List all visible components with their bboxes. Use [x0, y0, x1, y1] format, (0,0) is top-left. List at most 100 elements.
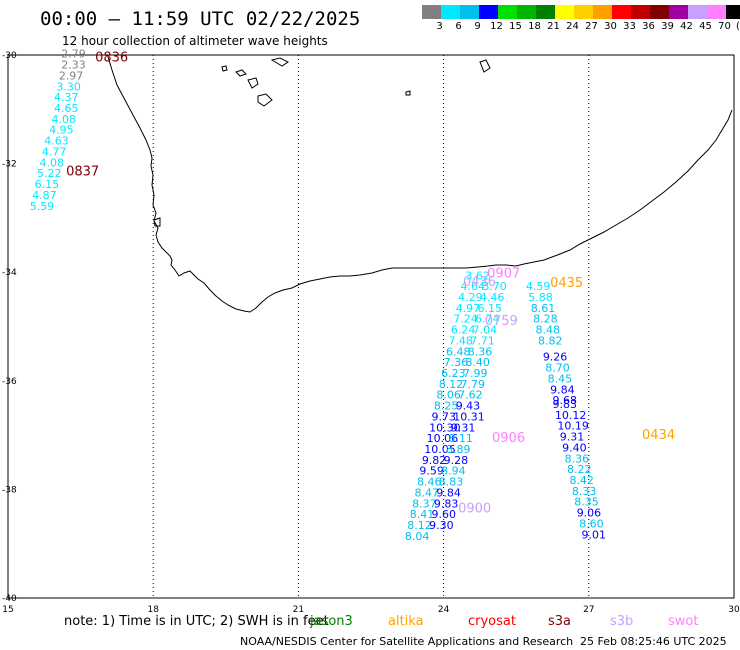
- wave-height-label: 8.70: [545, 362, 570, 375]
- wave-height-label: 7.79: [461, 378, 486, 391]
- track-c: 4.595.888.618.288.488.82 9.268.708.459.84…: [526, 280, 606, 541]
- legend-swatch: [593, 5, 612, 19]
- wave-height-label: 10.31: [453, 410, 485, 423]
- legend-swatch: [650, 5, 669, 19]
- legend-swatch: [517, 5, 536, 19]
- legend-swatch: [498, 5, 517, 19]
- track-b: 3.704.466.156.747.047.718.368.407.997.79…: [429, 280, 507, 532]
- pass-time-label: 0900: [458, 501, 491, 516]
- wave-height-label: 2.97: [59, 69, 84, 82]
- wave-height-label: 9.84: [550, 383, 575, 396]
- wave-height-label: 6.48: [446, 345, 471, 358]
- coastline: [107, 56, 733, 313]
- lat-tick-label: -38: [2, 485, 17, 495]
- wave-height-label: 2.79: [61, 48, 86, 61]
- pass-time-label: 0436: [463, 275, 496, 290]
- pass-time-label: 0907: [487, 266, 520, 281]
- lat-tick-label: -34: [2, 268, 17, 278]
- legend-label: 36: [642, 21, 655, 32]
- axis-ticks: 15 18 21 24 27 30 -30 -32 -34 -36 -38 -40: [2, 51, 740, 615]
- wave-height-label: 4.97: [456, 302, 481, 315]
- wave-height-label: 8.12: [407, 519, 432, 532]
- wave-height-label: 3.30: [56, 80, 81, 93]
- legend-label: 30: [604, 21, 617, 32]
- legend-swatch: [631, 5, 650, 19]
- wave-height-label: 4.46: [480, 291, 505, 304]
- wave-height-label: 5.88: [528, 291, 553, 304]
- map-title: 00:00 – 11:59 UTC 02/22/2025: [40, 8, 360, 30]
- wave-height-label: 2.33: [61, 59, 86, 72]
- track-a: 3.624.644.294.977.246.247.486.487.366.23…: [405, 269, 490, 543]
- wave-height-label: 9.59: [419, 465, 444, 478]
- wave-height-label: 8.46: [417, 476, 442, 489]
- wave-height-label: 4.64: [461, 280, 486, 293]
- wave-height-label: 8.42: [569, 474, 594, 487]
- legend-label: 24: [566, 21, 579, 32]
- pass-time-label: 0434: [642, 428, 675, 443]
- wave-height-label: 4.87: [32, 189, 57, 202]
- wave-height-label: 7.04: [473, 324, 498, 337]
- wave-height-label: 10.30: [429, 421, 461, 434]
- wave-height-label: 4.08: [52, 113, 76, 126]
- wave-height-label: 7.71: [470, 334, 495, 347]
- island-7: [405, 90, 411, 96]
- coastline-main: [107, 56, 733, 313]
- legend-label: 3: [436, 21, 442, 32]
- wave-height-label: 4.08: [39, 156, 64, 169]
- wave-height-label: 9.01: [582, 528, 607, 541]
- footer-credit: NOAA/NESDIS Center for Satellite Applica…: [240, 635, 573, 648]
- wave-height-label: 6.15: [477, 302, 502, 315]
- island-8: [153, 217, 161, 227]
- satellite-s3b: s3b: [610, 614, 633, 629]
- track-west: 2.792.332.973.304.374.654.084.954.634.77…: [30, 48, 86, 213]
- lat-tick-label: -36: [2, 377, 17, 387]
- lat-tick-label: -40: [2, 594, 17, 604]
- wave-height-label: 7.62: [458, 389, 483, 402]
- island-5: [270, 57, 289, 67]
- wave-height-label: 8.36: [468, 345, 493, 358]
- legend-label: 27: [585, 21, 598, 32]
- wave-height-label: 4.29: [458, 291, 483, 304]
- wave-height-label: 9.40: [562, 441, 587, 454]
- wave-height-label: 9.06: [577, 507, 602, 520]
- wave-height-label: 9.43: [456, 400, 481, 413]
- wave-height-label: 6.24: [451, 324, 476, 337]
- pass-time-label: 0836: [95, 51, 128, 66]
- pass-time-label: 0837: [66, 165, 99, 180]
- wave-tracks: 2.792.332.973.304.374.654.084.954.634.77…: [30, 48, 606, 543]
- wave-height-label: 8.83: [439, 476, 464, 489]
- legend-swatch: [707, 5, 726, 19]
- wave-height-label: 3.62: [465, 269, 490, 282]
- island-4: [257, 93, 273, 107]
- wave-height-label: 8.47: [415, 486, 440, 499]
- island-1: [221, 65, 228, 72]
- map-subtitle: 12 hour collection of altimeter wave hei…: [62, 34, 328, 48]
- wave-height-label: 8.25: [434, 400, 459, 413]
- legend-label: 6: [455, 21, 461, 32]
- satellite-altika: altika: [388, 614, 424, 629]
- satellite-s3a: s3a: [548, 614, 571, 629]
- wave-height-label: 7.48: [448, 334, 473, 347]
- pass-time-label: 0759: [485, 314, 518, 329]
- wave-height-label: 9.83: [553, 398, 578, 411]
- legend-swatch: [726, 5, 740, 19]
- legend-swatch: [460, 5, 479, 19]
- wave-height-label: 5.59: [30, 200, 54, 213]
- legend-swatch: [688, 5, 707, 19]
- lat-tick-label: -32: [2, 160, 17, 170]
- legend-swatch: [536, 5, 555, 19]
- lon-tick-label: 15: [2, 605, 13, 615]
- wave-height-label: 4.63: [44, 135, 69, 148]
- wave-height-label: 9.30: [429, 519, 454, 532]
- legend-swatch: [669, 5, 688, 19]
- legend-label: 21: [547, 21, 560, 32]
- island-2: [235, 69, 247, 77]
- wave-height-label: 10.05: [424, 443, 456, 456]
- wave-height-label: 10.12: [555, 409, 587, 422]
- lon-tick-label: 18: [147, 605, 159, 615]
- legend-label: 42: [680, 21, 693, 32]
- wave-height-label: 10.06: [427, 432, 459, 445]
- legend-swatch: [479, 5, 498, 19]
- wave-height-label: 10.19: [557, 420, 589, 433]
